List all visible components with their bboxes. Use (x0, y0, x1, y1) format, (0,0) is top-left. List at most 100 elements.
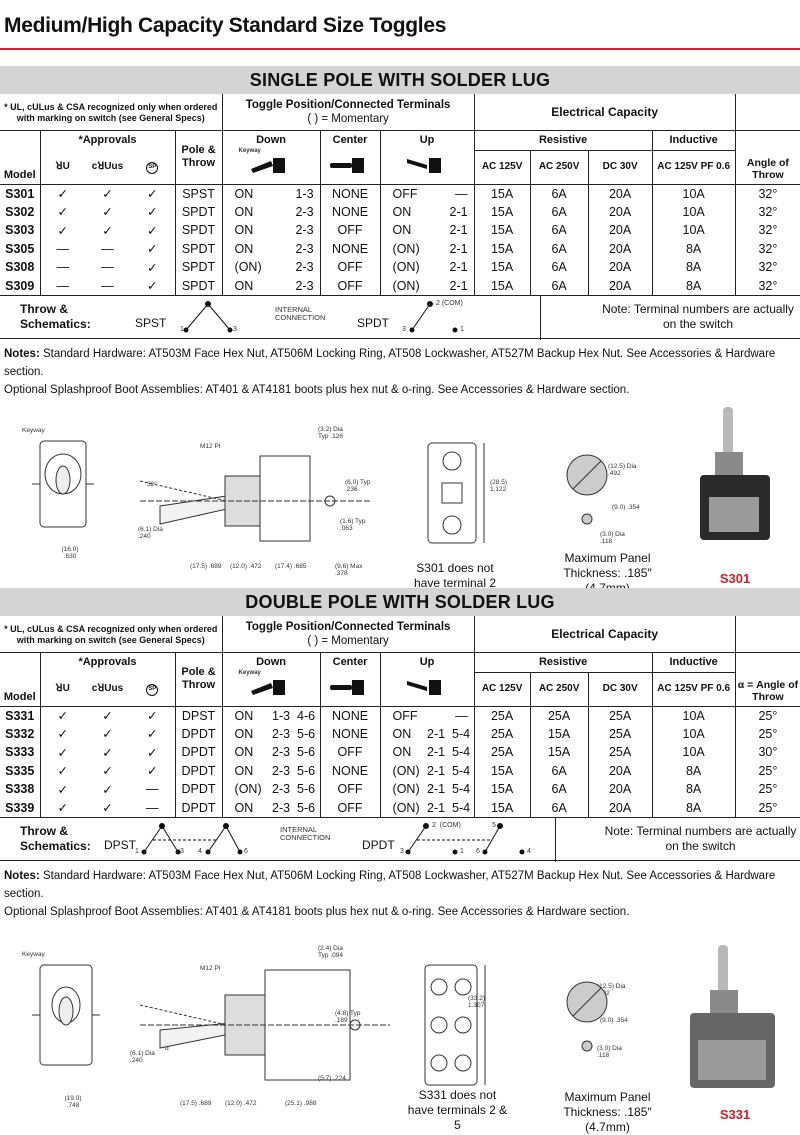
max-panel-thickness: Maximum Panel Thickness: .185″ (4.7mm) (563, 1090, 652, 1134)
cell-down-state: ON (221, 202, 273, 221)
toggle-down-icon (251, 680, 291, 700)
cell-model: S303 (5, 223, 35, 238)
cell-inductive: 10A (651, 706, 736, 725)
csa-icon: SP (130, 672, 175, 706)
cell-ul: ✓ (39, 184, 85, 203)
cell-down-state: ON (221, 761, 273, 780)
cell-ac250: 25A (529, 706, 589, 725)
resistive-header: Resistive (473, 130, 653, 151)
schematic-row: Throw & Schematics: DPST 1 3 4 6 INTERNAL CO… (0, 817, 800, 862)
table-row: S332 ✓ ✓ ✓ DPDT ON 2-3 5-6 NONE ON 2-1 5-4 25A 15A 2… (0, 724, 800, 743)
table-row: S303 ✓ ✓ ✓ SPDT ON 2-3 OFF ON 2-1 15A 6A 20A 10A 32° (0, 221, 800, 240)
cell-center-state: NONE (319, 202, 381, 221)
pole-throw-header: Pole & Throw (174, 652, 223, 706)
dimension-label: (3.2) Dia Typ .126 (318, 426, 343, 440)
cell-down-terminals: 2-3 (295, 241, 314, 256)
cell-ul: ✓ (39, 221, 85, 240)
cell-center-state: NONE (319, 184, 381, 203)
cell-center-state: OFF (319, 258, 381, 277)
cell-ac250: 6A (529, 221, 589, 240)
cell-down-terminals: 1-3 4-6 (272, 708, 316, 723)
cell-down-state: ON (221, 743, 273, 762)
dimension-label: (12.5) Dia .492 (608, 463, 637, 477)
cell-culus: ✓ (102, 205, 113, 220)
dimension-label: 32° (147, 481, 157, 488)
switch-photo (700, 407, 770, 540)
terminal-label: 3 (233, 326, 237, 333)
cell-up-state: (ON) (379, 761, 428, 780)
inductive-header: Inductive (651, 130, 736, 151)
dimension-label: (9.0) .354 (612, 504, 640, 511)
cell-inductive: 10A (651, 184, 736, 203)
cell-ac125: 15A (473, 221, 531, 240)
schematic-a-label: SPST (135, 316, 167, 330)
cell-down-state: ON (221, 706, 273, 725)
cell-pole-throw: DPDT (174, 780, 223, 799)
cell-model: S335 (5, 763, 35, 778)
dimension-label: (3.0) Dia .118 (600, 531, 625, 545)
section-heading: DOUBLE POLE WITH SOLDER LUG (0, 588, 800, 616)
table-row: S339 ✓ ✓ — DPDT ON 2-3 5-6 OFF (ON) 2-1 5-4 15A 6A 2… (0, 798, 800, 817)
dimension-label: (6.1) Dia .240 (130, 1050, 155, 1064)
toggle-center-icon (319, 672, 381, 706)
dimension-label: (25.1) .988 (285, 1100, 317, 1107)
cell-center-state: NONE (319, 724, 381, 743)
cell-csa: ✓ (147, 223, 158, 238)
cell-culus: ✓ (102, 709, 113, 723)
cell-culus: — (101, 278, 114, 293)
cell-dc30: 20A (587, 780, 653, 799)
cell-down-terminals: 2-3 5-6 (272, 726, 316, 741)
dimension-label: (9.0) .354 (600, 1017, 628, 1024)
internal-connection-label: INTERNAL CONNECTION (280, 825, 331, 842)
dimension-label: (6.0) Typ .236 (345, 479, 371, 493)
double-pole-section: DOUBLE POLE WITH SOLDER LUG * UL, cULus … (0, 588, 800, 1134)
cell-model: S309 (5, 278, 35, 293)
notes: Notes: Standard Hardware: AT503M Face He… (0, 345, 800, 399)
table-row: S335 ✓ ✓ ✓ DPDT ON 2-3 5-6 NONE (ON) 2-1 5-4 15A 6A… (0, 761, 800, 780)
terminal-label: 2 (COM) (436, 300, 463, 307)
internal-connection-label: INTERNAL CONNECTION (275, 305, 326, 322)
cell-pole-throw: SPDT (174, 239, 223, 258)
up-header: Up (379, 130, 475, 150)
cell-pole-throw: DPDT (174, 761, 223, 780)
spec-table: * UL, cULus & CSA recognized only when o… (0, 94, 800, 295)
cell-model: S308 (5, 260, 35, 275)
keyway-label: Keyway (22, 427, 45, 434)
cell-ac125: 25A (473, 706, 531, 725)
up-header: Up (379, 652, 475, 672)
cell-dc30: 20A (587, 239, 653, 258)
cell-culus: ✓ (102, 764, 113, 779)
cell-model: S338 (5, 782, 35, 797)
cell-csa: — (146, 800, 159, 815)
cell-angle: 32° (734, 258, 800, 277)
side-view-drawing (139, 455, 370, 542)
csa-icon: SP (130, 150, 175, 184)
cell-down-terminals: 2-3 (295, 260, 314, 275)
cell-model: S302 (5, 204, 35, 219)
cell-ul: ✓ (39, 706, 85, 725)
cell-down-terminals: 2-3 (295, 204, 314, 219)
cell-ac250: 6A (529, 761, 589, 780)
cell-pole-throw: SPDT (174, 276, 223, 295)
dimension-label: (6.1) Dia .240 (138, 526, 163, 540)
cell-csa: — (146, 782, 159, 797)
cell-up-state: (ON) (379, 239, 428, 258)
schematic-a-label: DPST (104, 838, 137, 852)
cell-down-state: ON (221, 724, 273, 743)
cell-ac125: 15A (473, 202, 531, 221)
cell-center-state: OFF (319, 743, 381, 762)
cell-csa: ✓ (147, 727, 158, 742)
cell-model: S333 (5, 745, 35, 760)
dimension-label: (12.0) .472 (230, 563, 262, 570)
panel-cutout-drawing (566, 454, 608, 525)
ac250-header: AC 250V (529, 150, 589, 184)
terminal-label: 3 (402, 326, 406, 333)
table-row: S338 ✓ ✓ — DPDT (ON) 2-3 5-6 OFF (ON) 2-1 5-4 15A 6… (0, 780, 800, 799)
cell-model: S331 (5, 708, 35, 723)
resistive-header: Resistive (473, 652, 653, 673)
cell-culus: ✓ (102, 782, 113, 797)
cell-down-state: ON (221, 184, 273, 203)
cell-culus: ✓ (102, 187, 113, 201)
cell-ac125: 15A (473, 798, 531, 817)
terminal-label: 1 (460, 848, 464, 855)
